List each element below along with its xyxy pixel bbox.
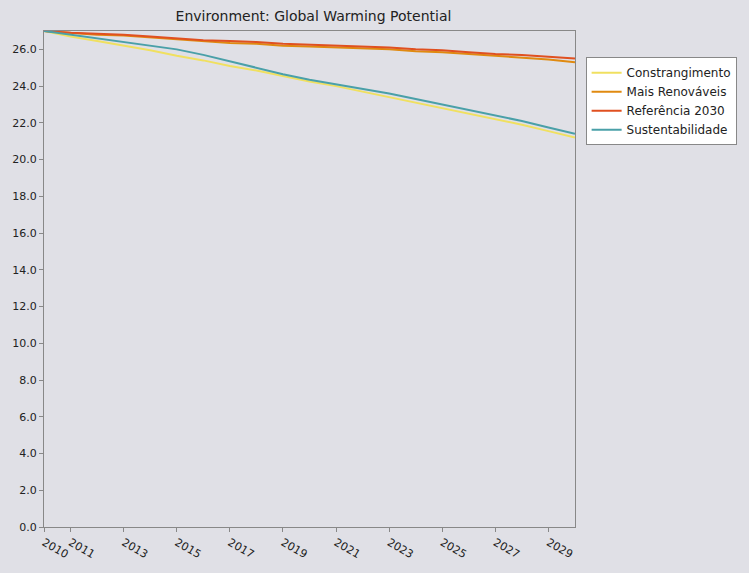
svg-text:22.0: 22.0 <box>12 117 37 130</box>
svg-text:16.0: 16.0 <box>12 227 37 240</box>
svg-text:2.0: 2.0 <box>19 484 37 497</box>
svg-text:10.0: 10.0 <box>12 337 37 350</box>
svg-text:2027: 2027 <box>491 536 522 561</box>
svg-text:26.0: 26.0 <box>12 43 37 56</box>
svg-text:18.0: 18.0 <box>12 190 37 203</box>
svg-text:2011: 2011 <box>66 536 97 561</box>
svg-text:2013: 2013 <box>119 536 150 561</box>
svg-text:2021: 2021 <box>332 536 363 561</box>
svg-text:24.0: 24.0 <box>12 80 37 93</box>
svg-text:2025: 2025 <box>438 536 469 561</box>
svg-text:12.0: 12.0 <box>12 300 37 313</box>
svg-text:Environment: Global Warming Po: Environment: Global Warming Potential <box>176 8 452 24</box>
svg-text:14.0: 14.0 <box>12 264 37 277</box>
svg-text:Mais Renováveis: Mais Renováveis <box>627 85 727 99</box>
svg-text:6.0: 6.0 <box>19 411 37 424</box>
svg-text:2017: 2017 <box>226 536 257 561</box>
svg-text:Referência 2030: Referência 2030 <box>627 104 725 118</box>
svg-text:20.0: 20.0 <box>12 153 37 166</box>
svg-text:2015: 2015 <box>173 536 204 561</box>
svg-text:2010: 2010 <box>40 536 71 561</box>
svg-text:Sustentabilidade: Sustentabilidade <box>627 123 728 137</box>
svg-text:8.0: 8.0 <box>19 374 37 387</box>
svg-text:Constrangimento: Constrangimento <box>627 66 731 80</box>
svg-text:2019: 2019 <box>279 536 310 561</box>
svg-text:2023: 2023 <box>385 536 416 561</box>
svg-text:4.0: 4.0 <box>19 447 37 460</box>
svg-text:0.0: 0.0 <box>19 521 37 534</box>
svg-text:2029: 2029 <box>544 536 575 561</box>
